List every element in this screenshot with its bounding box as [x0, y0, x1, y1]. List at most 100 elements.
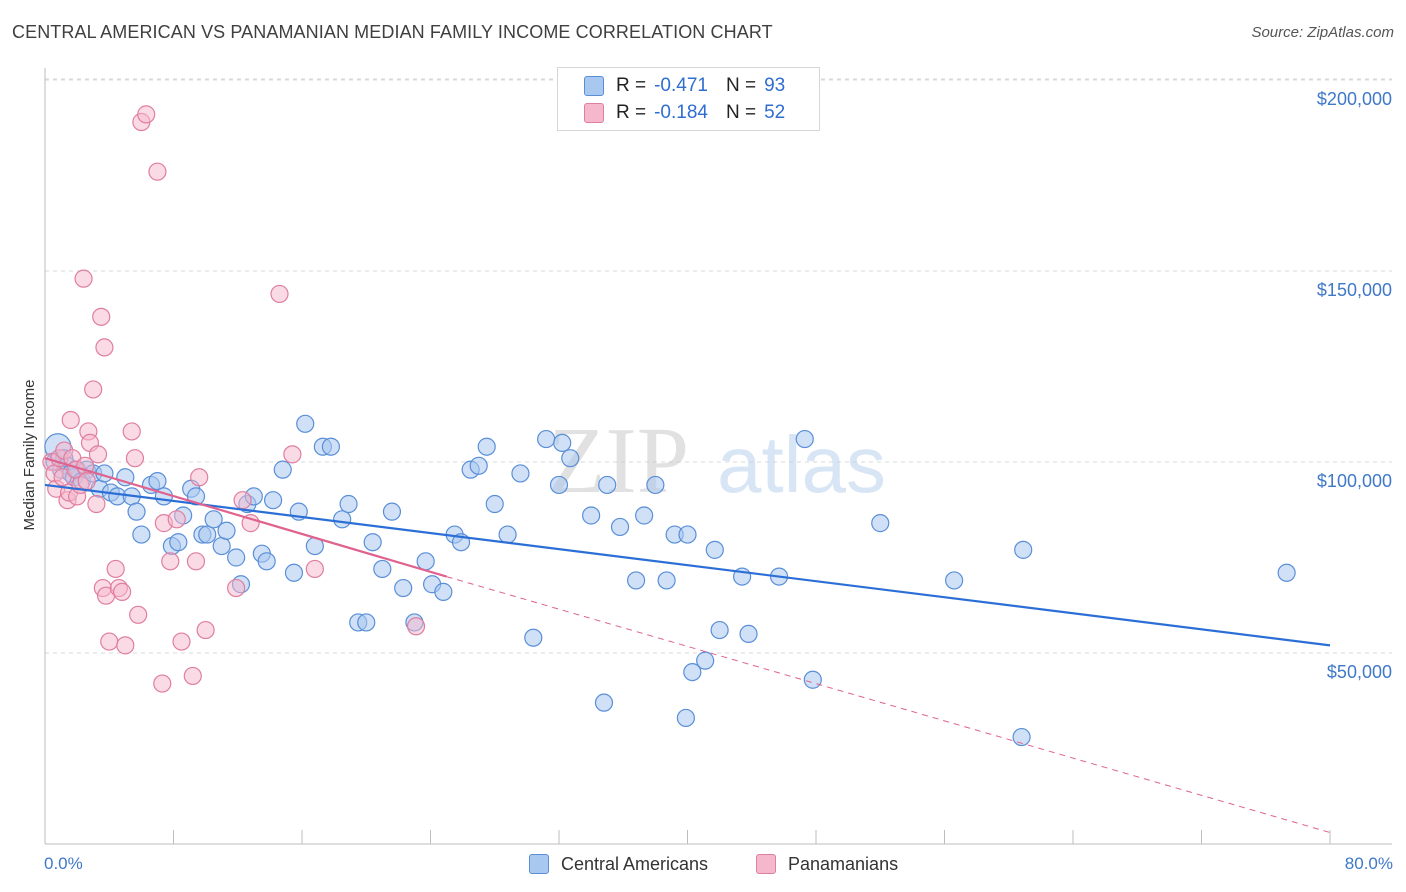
- chart-title: CENTRAL AMERICAN VS PANAMANIAN MEDIAN FA…: [12, 22, 773, 42]
- central-americans-point: [683, 662, 702, 682]
- panamanians-point: [283, 445, 302, 464]
- panamanians-point: [116, 636, 135, 655]
- central-americans-point: [635, 506, 654, 525]
- central-americans-point: [710, 620, 729, 640]
- x-tick-label: 80.0%: [1345, 854, 1393, 873]
- central-americans-point: [676, 708, 695, 728]
- panamanians-point: [241, 514, 260, 533]
- central-americans-point: [273, 460, 292, 479]
- central-americans-point: [553, 433, 572, 452]
- central-americans-point: [1012, 727, 1031, 747]
- central-americans-point: [132, 525, 151, 544]
- central-americans-point: [263, 491, 283, 510]
- central-americans-point: [795, 429, 814, 449]
- panamanians-point: [125, 449, 145, 468]
- n-label: N =: [725, 102, 757, 123]
- central-americans-point: [296, 414, 315, 433]
- panamanians-point: [186, 552, 206, 571]
- central-americans-point: [626, 571, 646, 590]
- r-label: R =: [616, 102, 647, 123]
- central-americans-point: [434, 582, 453, 601]
- panamanians-point: [84, 380, 103, 399]
- central-americans-point: [657, 571, 676, 590]
- central-americans-trend-line: [44, 483, 1331, 647]
- central-americans-point: [357, 613, 376, 632]
- central-americans-point: [739, 624, 758, 644]
- panamanians-point: [153, 674, 172, 693]
- central-americans-point: [610, 517, 630, 537]
- legend-item-central-americans: Central Americans: [529, 851, 708, 877]
- pink-swatch: [756, 854, 776, 874]
- legend-row-panamanians: R = -0.184 N = 52: [584, 100, 785, 126]
- panamanians-point: [87, 494, 106, 514]
- central-americans-point: [212, 536, 231, 556]
- correlation-legend: R = -0.471 N = 93 R = -0.184 N = 52: [557, 67, 820, 131]
- central-americans-point: [705, 540, 724, 559]
- central-americans-point: [284, 563, 304, 582]
- panamanians-point: [100, 632, 119, 651]
- panamanians-point: [95, 338, 114, 357]
- central-americans-point: [127, 502, 146, 521]
- n-value: 93: [764, 75, 786, 96]
- central-americans-point: [646, 475, 665, 495]
- central-americans-point: [333, 510, 352, 529]
- central-americans-point: [696, 651, 715, 670]
- panamanians-point: [106, 559, 125, 579]
- panamanians-point: [172, 632, 191, 651]
- panamanians-point: [112, 582, 132, 601]
- central-americans-point: [594, 693, 614, 712]
- central-americans-point: [257, 552, 276, 571]
- x-tick-labels: 0.0% 80.0%: [44, 854, 1393, 873]
- watermark: ZIP atlas: [548, 409, 886, 513]
- central-americans-point: [382, 502, 402, 521]
- r-value: -0.184: [654, 102, 708, 123]
- panamanians-point: [227, 578, 246, 598]
- central-americans-point: [169, 533, 188, 552]
- panamanians-point: [74, 269, 93, 288]
- central-americans-point: [469, 456, 488, 475]
- central-americans-point: [803, 670, 822, 689]
- central-americans-point: [498, 525, 517, 544]
- n-label: N =: [725, 75, 757, 96]
- central-americans-point: [148, 472, 167, 491]
- legend-label: Panamanians: [788, 853, 899, 874]
- central-americans-point: [524, 628, 543, 647]
- y-tick-label: $50,000: [1327, 662, 1392, 682]
- central-americans-point: [485, 494, 504, 514]
- n-value: 52: [764, 102, 786, 123]
- panamanians-points: [42, 105, 426, 693]
- legend-item-panamanians: Panamanians: [756, 851, 898, 877]
- pink-swatch: [584, 103, 604, 123]
- central-americans-point: [394, 578, 413, 598]
- panamanians-point: [122, 422, 141, 441]
- panamanians-point: [61, 410, 80, 430]
- r-value: -0.471: [654, 75, 708, 96]
- panamanians-trend-extension: [446, 576, 1331, 834]
- central-americans-point: [549, 475, 569, 495]
- central-americans-point: [477, 437, 496, 456]
- y-tick-label: $200,000: [1317, 89, 1392, 109]
- central-americans-point: [204, 510, 223, 529]
- panamanians-point: [77, 472, 96, 491]
- panamanians-point: [196, 620, 215, 640]
- trend-lines: [44, 457, 1331, 834]
- x-tick-label: 0.0%: [44, 854, 83, 873]
- central-americans-point: [945, 571, 964, 590]
- central-americans-point: [321, 437, 341, 456]
- central-americans-point: [1277, 563, 1296, 582]
- central-americans-point: [339, 494, 358, 514]
- panamanians-point: [270, 284, 289, 304]
- central-americans-point: [582, 506, 601, 525]
- panamanians-point: [167, 510, 186, 529]
- central-americans-point: [227, 548, 246, 567]
- legend-label: Central Americans: [561, 853, 709, 874]
- y-tick-label: $100,000: [1317, 471, 1392, 491]
- y-tick-label: $150,000: [1317, 280, 1392, 300]
- panamanians-point: [233, 491, 252, 510]
- central-americans-point: [561, 449, 580, 468]
- central-americans-point: [511, 464, 530, 483]
- panamanians-point: [161, 552, 180, 571]
- source-label: Source: ZipAtlas.com: [1251, 24, 1394, 41]
- panamanians-point: [183, 666, 202, 686]
